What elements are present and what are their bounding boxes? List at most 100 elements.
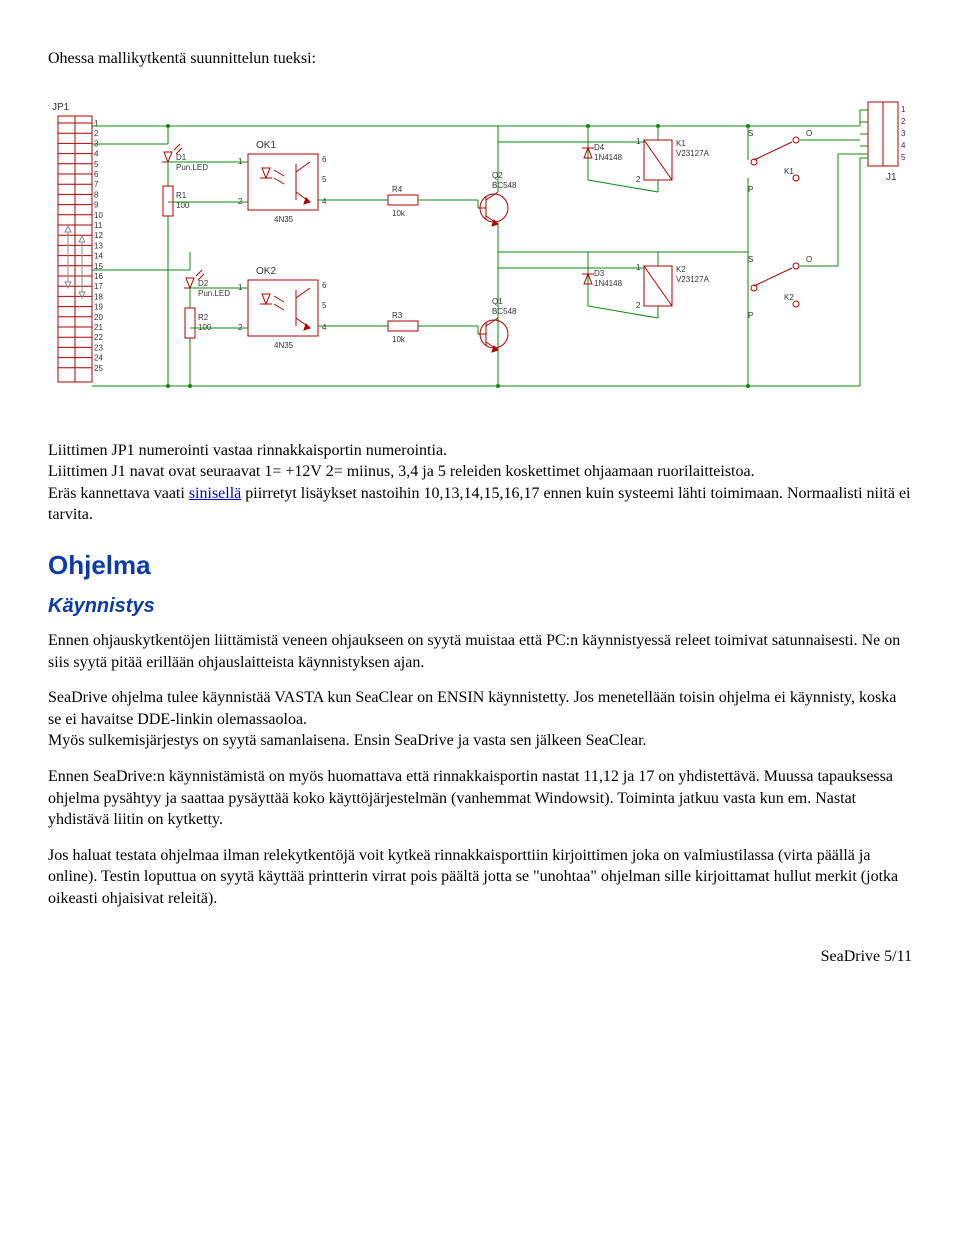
resistor-r1: R1 100 [163, 186, 190, 216]
svg-text:P: P [748, 311, 753, 320]
svg-text:D2: D2 [198, 279, 209, 288]
heading-ohjelma: Ohjelma [48, 548, 912, 583]
text-line: Liittimen JP1 numerointi vastaa rinnakka… [48, 442, 447, 459]
svg-text:V23127A: V23127A [676, 275, 710, 284]
svg-text:V23127A: V23127A [676, 149, 710, 158]
svg-text:5: 5 [322, 175, 327, 184]
jp1-pins: 1234567891011121314151617181920212223242… [58, 119, 103, 373]
svg-text:6: 6 [322, 155, 327, 164]
circuit-schematic: JP1 123456789101112131415161718192021222… [48, 82, 912, 422]
svg-text:OK1: OK1 [256, 140, 276, 151]
svg-text:4: 4 [322, 323, 327, 332]
svg-text:2: 2 [901, 117, 906, 126]
led-d1: D1 Pun.LED [162, 144, 208, 172]
svg-text:K1: K1 [784, 167, 794, 176]
svg-text:O: O [806, 255, 812, 264]
svg-text:1N4148: 1N4148 [594, 279, 623, 288]
connector-jp1: JP1 [52, 102, 92, 382]
svg-text:2: 2 [636, 175, 641, 184]
svg-text:6: 6 [94, 170, 99, 179]
svg-text:7: 7 [94, 180, 99, 189]
svg-text:Pun.LED: Pun.LED [198, 289, 230, 298]
svg-text:18: 18 [94, 292, 103, 301]
svg-text:1N4148: 1N4148 [594, 153, 623, 162]
svg-text:24: 24 [94, 353, 103, 362]
svg-text:10k: 10k [392, 209, 406, 218]
led-d2: D2 Pun.LED [184, 270, 230, 298]
svg-text:K2: K2 [784, 293, 794, 302]
svg-text:19: 19 [94, 302, 103, 311]
svg-text:D4: D4 [594, 143, 605, 152]
svg-text:P: P [748, 185, 753, 194]
svg-text:10k: 10k [392, 335, 406, 344]
svg-text:12: 12 [94, 231, 103, 240]
paragraph-jp1: Liittimen JP1 numerointi vastaa rinnakka… [48, 440, 912, 526]
svg-text:8: 8 [94, 190, 99, 199]
paragraph-2: Ennen ohjauskytkentöjen liittämistä vene… [48, 630, 912, 673]
paragraph-5: Jos haluat testata ohjelmaa ilman releky… [48, 845, 912, 910]
text-line: Eräs kannettava vaati [48, 485, 189, 502]
svg-text:20: 20 [94, 312, 103, 321]
svg-text:S: S [748, 255, 753, 264]
link-sinisella[interactable]: sinisellä [189, 485, 241, 502]
svg-text:9: 9 [94, 200, 99, 209]
svg-text:4N35: 4N35 [274, 341, 294, 350]
svg-text:R2: R2 [198, 313, 209, 322]
optocoupler-ok2: OK2 1 2 6 5 4 4N35 [238, 266, 327, 350]
svg-text:BC548: BC548 [492, 181, 517, 190]
svg-text:BC548: BC548 [492, 307, 517, 316]
resistor-r3: R3 10k [388, 311, 418, 344]
paragraph-3: SeaDrive ohjelma tulee käynnistää VASTA … [48, 687, 912, 752]
svg-text:R4: R4 [392, 185, 403, 194]
svg-text:R3: R3 [392, 311, 403, 320]
optocoupler-ok1: OK1 1 2 6 5 4 4N35 [238, 140, 327, 224]
svg-text:JP1: JP1 [52, 102, 70, 113]
resistor-r2: R2 100 [185, 308, 212, 338]
svg-text:K2: K2 [676, 265, 686, 274]
diode-d4: D4 1N4148 [498, 126, 623, 180]
svg-text:K1: K1 [676, 139, 686, 148]
resistor-r4: R4 10k [388, 185, 418, 218]
svg-text:5: 5 [94, 159, 99, 168]
connector-j1: J1 1 2 3 4 5 [868, 102, 906, 183]
relay-switch-k2: S O P K2 [748, 255, 812, 320]
svg-text:4N35: 4N35 [274, 215, 294, 224]
svg-text:14: 14 [94, 251, 103, 260]
heading-kaynnistys: Käynnistys [48, 593, 912, 620]
svg-text:10: 10 [94, 210, 103, 219]
text-line: Liittimen J1 navat ovat seuraavat 1= +12… [48, 463, 755, 480]
svg-text:22: 22 [94, 333, 103, 342]
svg-text:1: 1 [901, 105, 906, 114]
svg-text:4: 4 [94, 149, 99, 158]
svg-text:3: 3 [901, 129, 906, 138]
svg-text:11: 11 [94, 221, 103, 230]
svg-text:5: 5 [322, 301, 327, 310]
svg-text:R1: R1 [176, 191, 187, 200]
svg-text:O: O [806, 129, 812, 138]
page-footer: SeaDrive 5/11 [48, 946, 912, 968]
svg-text:15: 15 [94, 261, 103, 270]
intro-text: Ohessa mallikytkentä suunnittelun tueksi… [48, 48, 912, 70]
svg-text:16: 16 [94, 272, 103, 281]
svg-text:J1: J1 [886, 172, 897, 183]
svg-text:13: 13 [94, 241, 103, 250]
relay-coil-k2: K2 V23127A 1 2 [636, 263, 710, 310]
svg-text:4: 4 [901, 141, 906, 150]
svg-text:25: 25 [94, 363, 103, 372]
diode-d3: D3 1N4148 [498, 252, 623, 306]
paragraph-4: Ennen SeaDrive:n käynnistämistä on myös … [48, 766, 912, 831]
svg-text:5: 5 [901, 153, 906, 162]
svg-text:23: 23 [94, 343, 103, 352]
svg-text:21: 21 [94, 323, 103, 332]
svg-text:2: 2 [636, 301, 641, 310]
svg-text:17: 17 [94, 282, 103, 291]
svg-text:2: 2 [94, 129, 99, 138]
svg-text:D3: D3 [594, 269, 605, 278]
relay-coil-k1: K1 V23127A 1 2 [636, 137, 710, 184]
svg-text:OK2: OK2 [256, 266, 276, 277]
svg-text:1: 1 [94, 119, 99, 128]
svg-text:D1: D1 [176, 153, 187, 162]
relay-switch-k1: S O P K1 [748, 129, 812, 194]
svg-text:4: 4 [322, 197, 327, 206]
svg-text:S: S [748, 129, 753, 138]
